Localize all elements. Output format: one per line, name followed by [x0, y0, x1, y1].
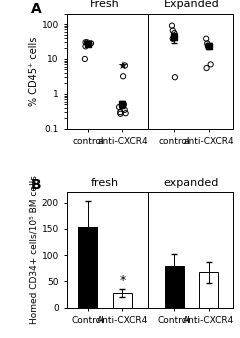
Point	[123, 107, 127, 113]
Point	[206, 43, 210, 48]
Text: A: A	[31, 2, 42, 16]
Point	[118, 110, 122, 115]
Point	[170, 23, 174, 28]
Bar	[199, 272, 218, 308]
Point	[206, 44, 210, 50]
Point	[121, 74, 125, 79]
Point	[209, 62, 213, 67]
Y-axis label: Homed CD34+ cells/10⁵ BM cells: Homed CD34+ cells/10⁵ BM cells	[30, 175, 39, 324]
Point	[204, 36, 208, 42]
Point	[83, 56, 87, 62]
Text: Fresh: Fresh	[90, 0, 120, 9]
Point	[85, 40, 89, 45]
Bar	[165, 266, 184, 308]
Point	[117, 104, 121, 110]
Point	[88, 42, 91, 47]
Text: B: B	[31, 178, 41, 192]
Text: *: *	[119, 274, 126, 287]
Point	[89, 41, 93, 46]
Point	[87, 41, 90, 47]
Point	[119, 111, 122, 117]
Point	[205, 41, 209, 46]
Point	[172, 30, 176, 36]
Text: fresh: fresh	[91, 178, 119, 188]
Point	[205, 65, 209, 71]
Point	[84, 40, 87, 45]
Point	[171, 28, 175, 33]
Point	[123, 63, 127, 68]
Point	[124, 111, 128, 116]
Point	[172, 34, 176, 40]
Point	[171, 36, 175, 42]
Bar	[78, 227, 97, 308]
Bar	[113, 293, 132, 308]
Point	[173, 75, 177, 80]
Text: expanded: expanded	[164, 178, 219, 188]
Text: ★: ★	[117, 62, 127, 72]
Y-axis label: % CD45⁺ cells: % CD45⁺ cells	[29, 37, 39, 106]
Point	[84, 44, 87, 49]
Point	[122, 102, 126, 107]
Text: Expanded: Expanded	[163, 0, 219, 9]
